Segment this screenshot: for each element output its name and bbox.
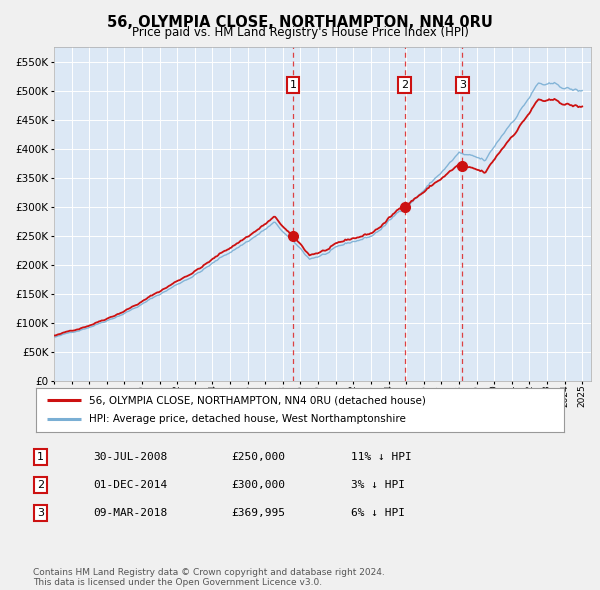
Text: 3% ↓ HPI: 3% ↓ HPI bbox=[351, 480, 405, 490]
Text: 56, OLYMPIA CLOSE, NORTHAMPTON, NN4 0RU (detached house): 56, OLYMPIA CLOSE, NORTHAMPTON, NN4 0RU … bbox=[89, 395, 425, 405]
Text: £250,000: £250,000 bbox=[231, 453, 285, 462]
Text: 09-MAR-2018: 09-MAR-2018 bbox=[93, 508, 167, 517]
Text: 6% ↓ HPI: 6% ↓ HPI bbox=[351, 508, 405, 517]
Text: 2: 2 bbox=[37, 480, 44, 490]
Text: 2: 2 bbox=[401, 80, 408, 90]
Text: 01-DEC-2014: 01-DEC-2014 bbox=[93, 480, 167, 490]
Text: 3: 3 bbox=[459, 80, 466, 90]
Text: 1: 1 bbox=[290, 80, 296, 90]
Text: HPI: Average price, detached house, West Northamptonshire: HPI: Average price, detached house, West… bbox=[89, 415, 406, 424]
Text: 11% ↓ HPI: 11% ↓ HPI bbox=[351, 453, 412, 462]
Text: 56, OLYMPIA CLOSE, NORTHAMPTON, NN4 0RU: 56, OLYMPIA CLOSE, NORTHAMPTON, NN4 0RU bbox=[107, 15, 493, 30]
Text: Price paid vs. HM Land Registry's House Price Index (HPI): Price paid vs. HM Land Registry's House … bbox=[131, 26, 469, 39]
Text: 30-JUL-2008: 30-JUL-2008 bbox=[93, 453, 167, 462]
Text: £369,995: £369,995 bbox=[231, 508, 285, 517]
Text: Contains HM Land Registry data © Crown copyright and database right 2024.
This d: Contains HM Land Registry data © Crown c… bbox=[33, 568, 385, 587]
Text: 3: 3 bbox=[37, 508, 44, 517]
Text: 1: 1 bbox=[37, 453, 44, 462]
Text: £300,000: £300,000 bbox=[231, 480, 285, 490]
